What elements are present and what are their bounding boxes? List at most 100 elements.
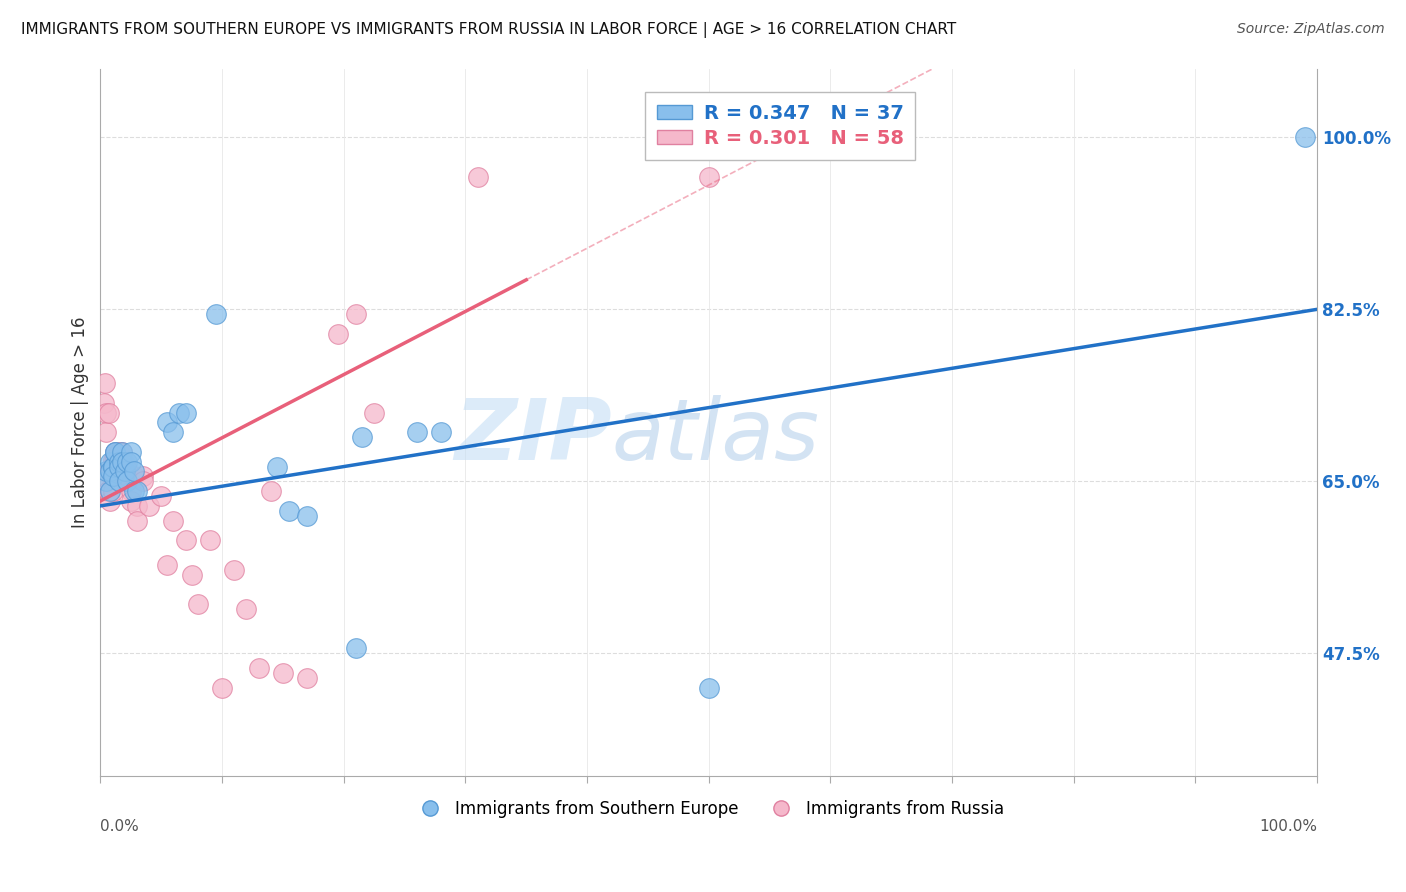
Point	[350, 430, 373, 444]
Point	[162, 514, 184, 528]
Point	[156, 415, 179, 429]
Point	[104, 445, 127, 459]
Point	[132, 469, 155, 483]
Point	[198, 533, 221, 548]
Text: atlas: atlas	[612, 395, 820, 478]
Point	[224, 563, 246, 577]
Point	[260, 484, 283, 499]
Point	[125, 514, 148, 528]
Point	[124, 484, 146, 499]
Point	[101, 484, 124, 499]
Text: 100.0%: 100.0%	[1260, 819, 1317, 834]
Point	[101, 457, 124, 471]
Point	[295, 508, 318, 523]
Point	[96, 465, 118, 479]
Point	[266, 459, 288, 474]
Point	[98, 484, 121, 499]
Point	[124, 465, 146, 479]
Point	[98, 494, 121, 508]
Point	[115, 462, 138, 476]
Point	[98, 465, 121, 479]
Point	[326, 326, 349, 341]
Point	[105, 465, 128, 479]
Point	[125, 484, 148, 499]
Point	[101, 459, 124, 474]
Point	[697, 681, 720, 695]
Point	[101, 459, 124, 474]
Point	[162, 425, 184, 440]
Point	[114, 475, 136, 489]
Point	[96, 475, 118, 489]
Point	[132, 475, 155, 489]
Point	[295, 671, 318, 685]
Point	[1294, 130, 1316, 145]
Text: ZIP: ZIP	[454, 395, 612, 478]
Point	[405, 425, 427, 440]
Point	[120, 494, 142, 508]
Point	[150, 489, 173, 503]
Point	[107, 455, 129, 469]
Point	[344, 307, 367, 321]
Point	[98, 455, 121, 469]
Point	[97, 484, 120, 499]
Point	[467, 169, 489, 184]
Point	[174, 533, 197, 548]
Point	[98, 465, 121, 479]
Point	[124, 469, 146, 483]
Point	[107, 475, 129, 489]
Point	[344, 641, 367, 656]
Point	[114, 465, 136, 479]
Text: IMMIGRANTS FROM SOUTHERN EUROPE VS IMMIGRANTS FROM RUSSIA IN LABOR FORCE | AGE >: IMMIGRANTS FROM SOUTHERN EUROPE VS IMMIG…	[21, 22, 956, 38]
Point	[107, 455, 129, 469]
Point	[94, 376, 117, 390]
Point	[111, 445, 134, 459]
Point	[174, 405, 197, 419]
Point	[235, 602, 257, 616]
Point	[101, 459, 124, 474]
Point	[104, 445, 127, 459]
Point	[205, 307, 228, 321]
Point	[96, 475, 118, 489]
Text: 0.0%: 0.0%	[100, 819, 139, 834]
Point	[97, 465, 120, 479]
Point	[107, 465, 129, 479]
Point	[111, 455, 134, 469]
Point	[247, 661, 270, 675]
Point	[105, 457, 128, 471]
Point	[96, 405, 118, 419]
Legend: Immigrants from Southern Europe, Immigrants from Russia: Immigrants from Southern Europe, Immigra…	[408, 793, 1011, 824]
Point	[187, 597, 209, 611]
Point	[101, 465, 124, 479]
Point	[101, 452, 124, 467]
Point	[697, 169, 720, 184]
Text: Source: ZipAtlas.com: Source: ZipAtlas.com	[1237, 22, 1385, 37]
Point	[125, 499, 148, 513]
Point	[115, 475, 138, 489]
Point	[115, 455, 138, 469]
Y-axis label: In Labor Force | Age > 16: In Labor Force | Age > 16	[72, 317, 89, 528]
Point	[271, 665, 294, 680]
Point	[120, 445, 142, 459]
Point	[93, 395, 115, 409]
Point	[138, 499, 160, 513]
Point	[107, 445, 129, 459]
Point	[278, 504, 301, 518]
Point	[115, 469, 138, 483]
Point	[120, 484, 142, 499]
Point	[169, 405, 191, 419]
Point	[363, 405, 385, 419]
Point	[430, 425, 453, 440]
Point	[120, 455, 142, 469]
Point	[97, 405, 120, 419]
Point	[101, 469, 124, 483]
Point	[114, 465, 136, 479]
Point	[114, 457, 136, 471]
Point	[156, 558, 179, 572]
Point	[104, 450, 127, 464]
Point	[107, 475, 129, 489]
Point	[211, 681, 233, 695]
Point	[98, 484, 121, 499]
Point	[104, 445, 127, 459]
Point	[96, 425, 118, 440]
Point	[180, 567, 202, 582]
